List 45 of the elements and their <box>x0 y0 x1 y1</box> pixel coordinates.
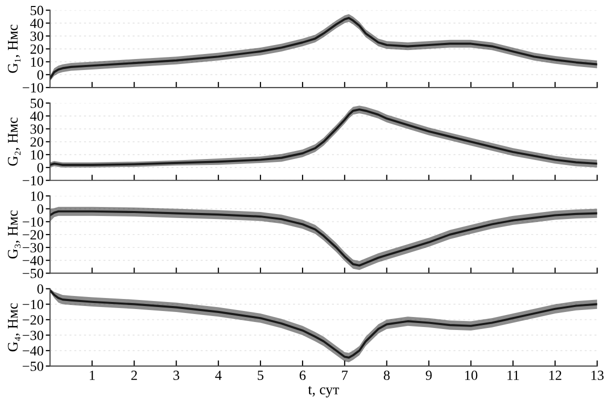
y-axis-title: G₂, Нмс <box>8 118 21 166</box>
x-axis-title: t, сут <box>308 386 340 398</box>
y-tick-label: 10 <box>31 191 44 201</box>
y-tick-label: −20 <box>22 315 44 325</box>
y-tick-label: −30 <box>22 243 44 252</box>
y-tick-label: −10 <box>22 300 44 310</box>
y-tick-label: −40 <box>22 346 44 356</box>
x-tick-label: 6 <box>300 370 306 380</box>
y-tick-label: 50 <box>30 6 44 16</box>
y-tick-label: 10 <box>31 57 44 67</box>
x-tick-label: 10 <box>465 370 478 380</box>
y-axis-title: G₃, Нмс <box>8 210 21 259</box>
y-tick-label: −50 <box>22 362 44 372</box>
y-tick-label: −10 <box>22 217 44 227</box>
y-tick-label: 0 <box>37 163 44 172</box>
y-tick-label: 0 <box>37 70 44 80</box>
y-tick-label: 40 <box>30 18 44 28</box>
x-tick-label: 3 <box>173 370 180 380</box>
y-tick-label: 0 <box>37 204 44 214</box>
y-tick-label: 40 <box>30 112 44 121</box>
y-tick-label: −10 <box>22 176 44 186</box>
x-tick-label: 1 <box>90 370 95 380</box>
x-tick-label: 4 <box>215 370 222 380</box>
y-tick-label: −50 <box>22 268 44 278</box>
y-tick-label: −10 <box>22 83 44 92</box>
y-tick-label: 10 <box>31 150 44 160</box>
y-tick-label: 30 <box>30 124 44 134</box>
x-tick-label: 13 <box>591 370 604 380</box>
y-tick-label: 0 <box>37 284 44 294</box>
y-axis-title: G₄, Нмс <box>8 303 21 352</box>
x-tick-label: 9 <box>426 370 432 380</box>
x-tick-label: 5 <box>258 370 264 380</box>
y-tick-label: 50 <box>30 98 44 108</box>
y-tick-label: 30 <box>30 32 44 41</box>
x-tick-label: 11 <box>508 370 519 380</box>
x-tick-label: 8 <box>384 370 390 380</box>
y-tick-label: 20 <box>30 44 44 54</box>
y-tick-label: −20 <box>22 230 44 240</box>
y-tick-label: −30 <box>22 330 44 340</box>
y-tick-label: −40 <box>22 256 44 266</box>
x-tick-label: 12 <box>549 370 562 380</box>
y-axis-title: G₁, Нмс <box>8 24 20 73</box>
x-tick-label: 2 <box>131 370 137 380</box>
y-tick-label: 20 <box>30 137 44 147</box>
x-tick-label: 7 <box>342 370 348 380</box>
